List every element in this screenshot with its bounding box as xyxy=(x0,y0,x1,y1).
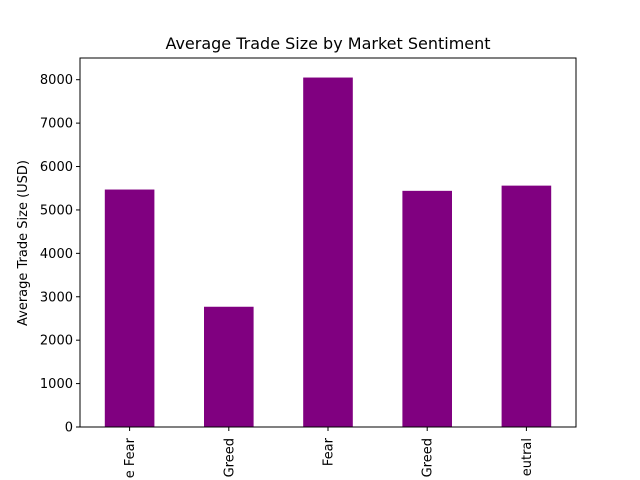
y-tick-label-0: 0 xyxy=(65,421,73,436)
y-tick-label-6: 6000 xyxy=(40,160,73,175)
y-tick-label-5: 5000 xyxy=(40,203,73,218)
x-tick-label-3: Greed xyxy=(421,438,436,477)
y-tick-label-3: 3000 xyxy=(40,290,73,305)
y-tick-label-2: 2000 xyxy=(40,334,73,349)
bar-2 xyxy=(303,77,353,427)
plot-frame xyxy=(79,57,577,428)
chart-title: Average Trade Size by Market Sentiment xyxy=(165,34,490,53)
bar-1 xyxy=(204,306,254,427)
bars-group xyxy=(104,77,552,427)
y-axis-label: Average Trade Size (USD) xyxy=(16,160,31,326)
y-tick-label-4: 4000 xyxy=(40,247,73,262)
y-ticks-group: 0 1000 2000 3000 4000 5000 6000 7000 8000 xyxy=(40,73,80,436)
x-tick-label-2: Fear xyxy=(322,437,337,466)
x-tick-label-1: Greed xyxy=(222,438,237,477)
y-tick-label-7: 7000 xyxy=(40,117,73,132)
bar-3 xyxy=(402,190,452,427)
x-ticks-group: e Fear Greed Fear Greed eutral xyxy=(123,427,535,478)
y-tick-label-1: 1000 xyxy=(40,377,73,392)
x-tick-label-0: e Fear xyxy=(123,437,138,478)
bar-4 xyxy=(501,185,552,427)
x-tick-label-4: eutral xyxy=(520,438,535,476)
y-tick-label-8: 8000 xyxy=(40,73,73,88)
bar-0 xyxy=(104,189,155,427)
